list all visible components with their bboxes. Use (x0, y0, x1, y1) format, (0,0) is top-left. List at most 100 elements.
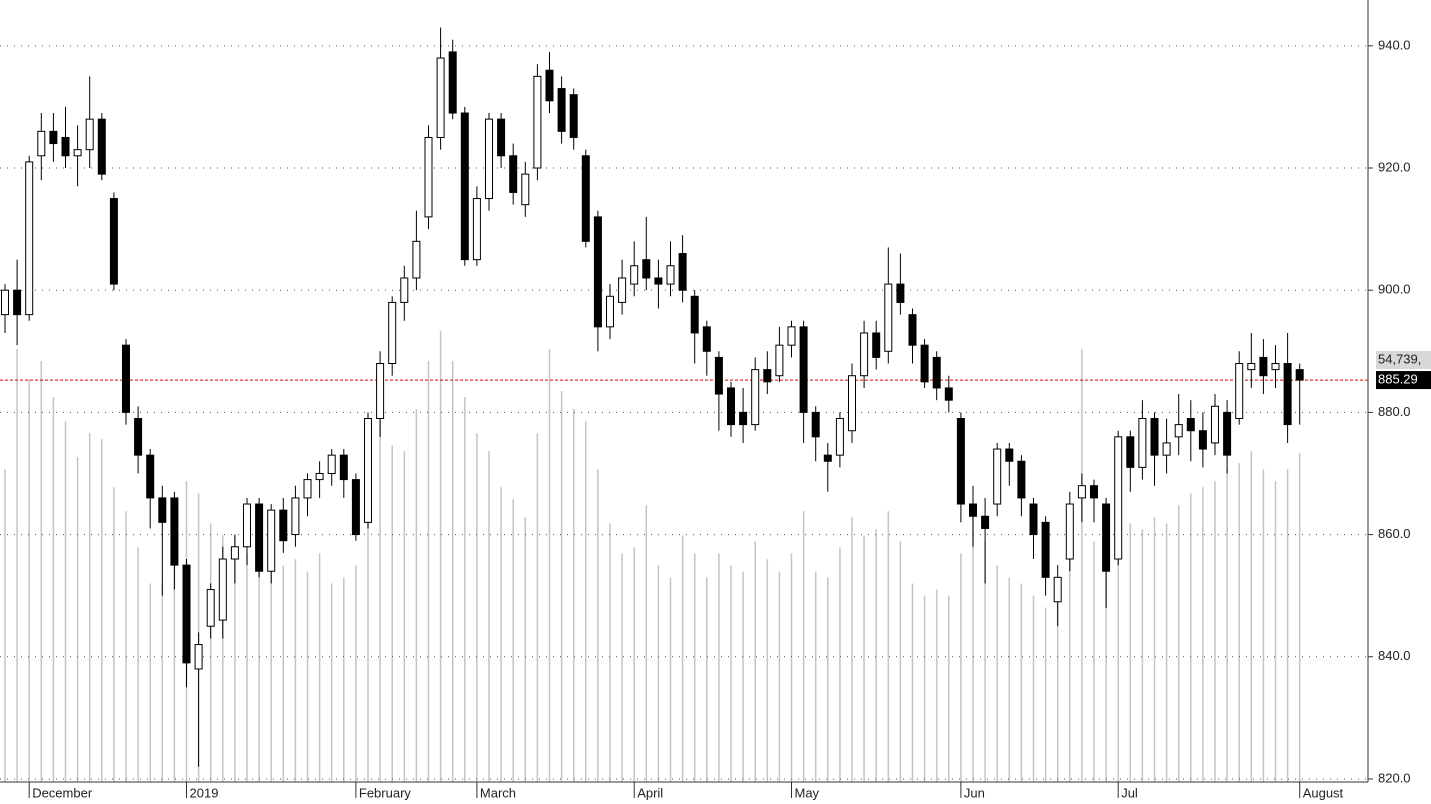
candle-body (436, 57, 445, 138)
candle-body (811, 411, 820, 438)
candle-body (13, 289, 22, 316)
candle-body (848, 375, 856, 432)
y-tick-label: 820.0 (1378, 770, 1411, 785)
x-tick-label: May (795, 785, 820, 800)
candle-body (690, 295, 699, 334)
candle-body (388, 301, 397, 365)
y-tick-label: 940.0 (1378, 37, 1411, 52)
candle-body (956, 417, 965, 505)
candle-body (97, 118, 106, 175)
candle-body (315, 472, 324, 481)
candle-body (279, 509, 288, 542)
candle-body (618, 277, 627, 303)
candle-body (1186, 417, 1195, 432)
candle-body (545, 69, 554, 102)
candle-body (255, 503, 264, 572)
candle-body (182, 564, 191, 664)
candle-body (787, 326, 796, 346)
candle-body (327, 454, 336, 474)
candle-body (654, 277, 663, 285)
candle-body (533, 75, 542, 169)
candle-body (194, 644, 203, 670)
candle-body (170, 497, 179, 566)
candle-body (630, 265, 639, 285)
candle-body (1235, 363, 1244, 419)
last-volume-label: 54,739, (1378, 352, 1421, 367)
candle-body (291, 497, 300, 536)
candle-body (521, 173, 530, 206)
candle-body (424, 136, 433, 218)
candle-body (642, 259, 651, 279)
candle-body (823, 454, 832, 462)
candle-body (860, 332, 869, 377)
last-volume-box (1376, 351, 1431, 370)
y-tick-label: 880.0 (1378, 404, 1411, 419)
candle-body (1247, 363, 1256, 371)
candle-body (835, 417, 844, 456)
candle-body (460, 112, 469, 261)
candle-body (485, 118, 493, 200)
y-tick-label: 900.0 (1378, 282, 1411, 297)
y-tick-label: 860.0 (1378, 526, 1411, 541)
candle-body (1150, 417, 1159, 456)
candle-body (376, 363, 385, 419)
x-tick-label: February (359, 785, 412, 800)
candle-body (569, 94, 578, 138)
candle-body (1138, 417, 1147, 468)
candle-body (593, 216, 602, 328)
x-tick-label: Jun (964, 785, 985, 800)
candle-body (969, 503, 977, 517)
candle-body (1041, 521, 1050, 578)
candle-body (557, 88, 566, 132)
candle-body (1198, 430, 1207, 450)
candle-body (1053, 576, 1062, 603)
candle-body (1174, 424, 1183, 438)
candle-body (666, 265, 675, 285)
x-tick-label: December (32, 785, 93, 800)
candle-body (230, 546, 239, 560)
candle-body (37, 130, 46, 157)
candle-body (993, 448, 1002, 505)
candle-body (243, 503, 251, 548)
candle-body (351, 479, 360, 536)
candle-body (218, 558, 227, 621)
last-price-label: 885.29 (1378, 372, 1418, 387)
candle-body (606, 295, 614, 328)
candle-body (1102, 503, 1111, 572)
candle-body (158, 497, 167, 523)
candle-body (85, 118, 94, 151)
candle-body (1017, 460, 1026, 499)
candle-body (339, 454, 348, 481)
candle-body (751, 369, 760, 426)
candle-body (884, 283, 893, 352)
candle-body (763, 369, 772, 383)
candle-body (1065, 503, 1074, 560)
candle-body (581, 155, 590, 242)
candle-body (1295, 369, 1304, 381)
candle-body (49, 130, 58, 145)
x-tick-label: Jul (1121, 785, 1138, 800)
candle-body (1259, 356, 1268, 377)
candle-body (727, 387, 735, 426)
candle-body (122, 344, 130, 413)
candle-body (448, 51, 457, 114)
candle-body (1114, 436, 1123, 560)
candle-body (303, 479, 312, 499)
candle-body (267, 509, 276, 572)
candle-body (497, 118, 506, 157)
y-tick-label: 840.0 (1378, 648, 1411, 663)
candle-body (206, 589, 215, 627)
candle-body (134, 417, 143, 456)
candle-body (1271, 363, 1280, 371)
candle-body (364, 417, 372, 523)
candle-body (775, 344, 784, 377)
candle-body (1, 289, 9, 316)
x-tick-label: April (637, 785, 663, 800)
candle-body (1090, 485, 1098, 499)
candle-body (1211, 405, 1219, 444)
candle-body (981, 515, 990, 529)
candle-body (896, 283, 905, 303)
candle-body (739, 411, 748, 426)
